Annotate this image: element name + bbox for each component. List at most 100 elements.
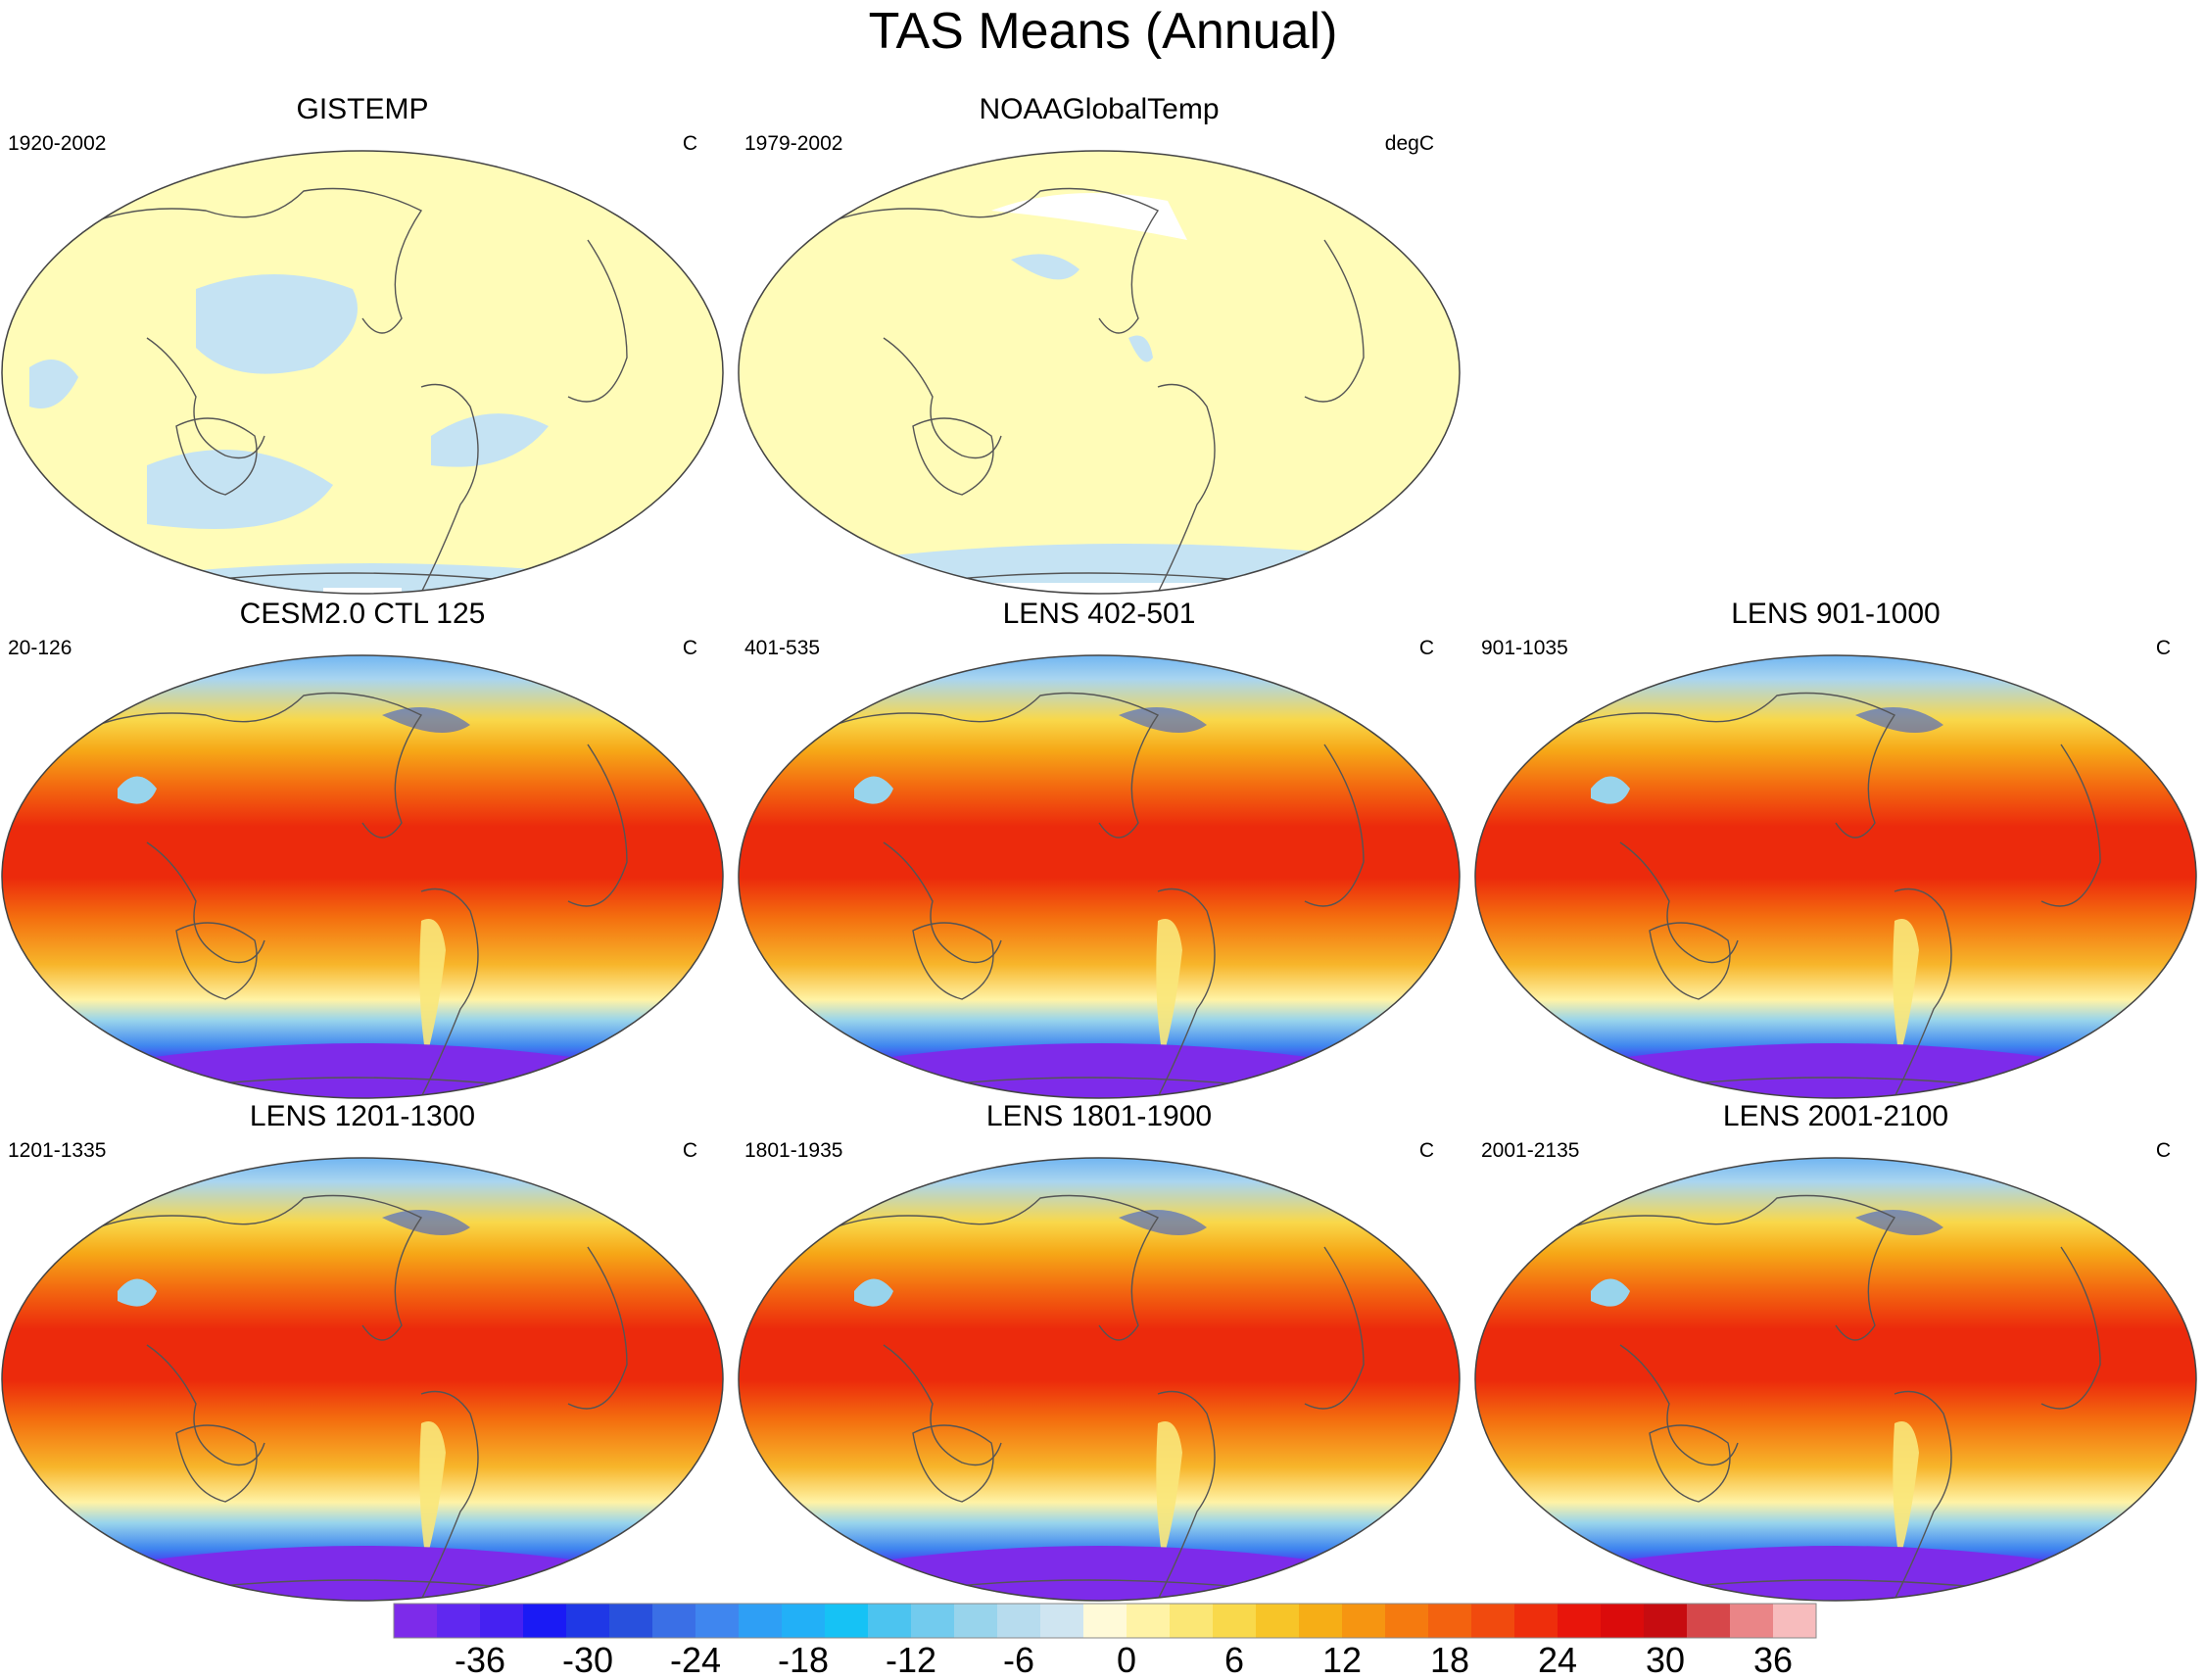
tibet-cold-patch	[854, 776, 893, 804]
period-label: 901-1035	[1481, 637, 1568, 659]
map-panel: LENS 901-1000 901-1035 C	[1473, 598, 2198, 1099]
colorbar-tick-label: -6	[1003, 1640, 1034, 1680]
period-label: 1201-1335	[8, 1139, 107, 1162]
units-label: C	[682, 637, 697, 659]
map-border	[738, 150, 1461, 595]
colorbar-tick-label: 0	[1117, 1640, 1136, 1680]
map-panel: LENS 1801-1900 1801-1935 C	[737, 1100, 1462, 1602]
colorbar-tick-label: -18	[778, 1640, 829, 1680]
robinson-map	[738, 1157, 1461, 1602]
colorbar-swatch	[652, 1604, 696, 1638]
colorbar-swatch	[739, 1604, 783, 1638]
colorbar-swatch	[954, 1604, 998, 1638]
colorbar-swatch	[1644, 1604, 1688, 1638]
map-border	[738, 654, 1461, 1099]
colorbar-swatch	[1471, 1604, 1515, 1638]
period-label: 2001-2135	[1481, 1139, 1580, 1162]
robinson-map	[1, 150, 724, 595]
period-label: 1979-2002	[744, 132, 843, 155]
colorbar-tick-label: -12	[886, 1640, 936, 1680]
colorbar-swatch	[695, 1604, 740, 1638]
colorbar-swatch	[394, 1604, 438, 1638]
colorbar-tick-label: 36	[1753, 1640, 1793, 1680]
units-label: C	[1418, 1139, 1434, 1162]
colorbar-swatch	[1385, 1604, 1429, 1638]
colorbar-swatch	[1428, 1604, 1472, 1638]
colorbar-swatch	[1256, 1604, 1300, 1638]
colorbar-tick-label: -24	[670, 1640, 721, 1680]
colorbar-swatch	[868, 1604, 912, 1638]
robinson-map	[1474, 1157, 2197, 1602]
panel-title: LENS 1801-1900	[985, 1100, 1213, 1132]
period-label: 1920-2002	[8, 132, 107, 155]
panel-title: GISTEMP	[296, 93, 429, 125]
colorbar-swatch	[782, 1604, 826, 1638]
colorbar-tick-label: -36	[455, 1640, 505, 1680]
units-label: C	[1418, 637, 1434, 659]
tibet-cold-patch	[1591, 1278, 1630, 1307]
panel-title: CESM2.0 CTL 125	[239, 598, 486, 630]
panel-title: LENS 901-1000	[1731, 598, 1941, 630]
period-label: 401-535	[744, 637, 821, 659]
colorbar-tick-label: 6	[1224, 1640, 1244, 1680]
colorbar-swatch	[1127, 1604, 1171, 1638]
colorbar-swatch	[566, 1604, 610, 1638]
colorbar-swatch	[1213, 1604, 1257, 1638]
panel-title: LENS 402-501	[1002, 598, 1196, 630]
robinson-map	[1, 654, 724, 1099]
period-label: 1801-1935	[744, 1139, 843, 1162]
units-label: C	[2155, 637, 2171, 659]
panel-title: LENS 2001-2100	[1722, 1100, 1949, 1132]
colorbar-swatch	[1299, 1604, 1343, 1638]
colorbar-swatch	[1730, 1604, 1774, 1638]
map-border	[1, 654, 724, 1099]
map-border	[738, 1157, 1461, 1602]
tibet-cold-patch	[118, 1278, 157, 1307]
colorbar-swatch	[1040, 1604, 1084, 1638]
period-label: 20-126	[8, 637, 72, 659]
map-panel: GISTEMP 1920-2002 C	[0, 93, 725, 595]
colorbar-swatch	[1083, 1604, 1127, 1638]
tibet-cold-patch	[1591, 776, 1630, 804]
colorbar-swatch	[1342, 1604, 1386, 1638]
map-border	[1474, 654, 2197, 1099]
coastlines	[58, 187, 628, 594]
colorbar-swatch	[523, 1604, 567, 1638]
colorbar-swatch	[1170, 1604, 1214, 1638]
colorbar-swatch	[1601, 1604, 1645, 1638]
map-border	[1, 150, 724, 595]
colorbar-tick-label: 18	[1430, 1640, 1469, 1680]
colorbar-swatch	[997, 1604, 1041, 1638]
map-border	[1, 1157, 724, 1602]
tibet-cold-patch	[854, 1278, 893, 1307]
colorbar-tick-label: -30	[562, 1640, 613, 1680]
colorbar-tick-label: 30	[1646, 1640, 1685, 1680]
units-label: degC	[1384, 132, 1434, 155]
colorbar-swatch	[825, 1604, 869, 1638]
colorbar-swatch	[1773, 1604, 1817, 1638]
panel-title: NOAAGlobalTemp	[979, 93, 1220, 125]
units-label: C	[2155, 1139, 2171, 1162]
colorbar-swatch	[609, 1604, 653, 1638]
robinson-map	[1, 1157, 724, 1602]
map-panel: LENS 402-501 401-535 C	[737, 598, 1462, 1099]
colorbar-swatch	[1514, 1604, 1559, 1638]
panel-title: LENS 1201-1300	[249, 1100, 476, 1132]
robinson-map	[1474, 654, 2197, 1099]
map-panel: CESM2.0 CTL 125 20-126 C	[0, 598, 725, 1099]
map-border	[1474, 1157, 2197, 1602]
map-panel: LENS 1201-1300 1201-1335 C	[0, 1100, 725, 1602]
colorbar-tick-label: 24	[1538, 1640, 1577, 1680]
colorbar-swatch	[1687, 1604, 1731, 1638]
colorbar-swatch	[911, 1604, 955, 1638]
colorbar-tick-label: 12	[1322, 1640, 1362, 1680]
units-label: C	[682, 132, 697, 155]
colorbar-swatch	[437, 1604, 481, 1638]
colorbar-swatch	[1558, 1604, 1602, 1638]
figure-title: TAS Means (Annual)	[868, 3, 1338, 60]
units-label: C	[682, 1139, 697, 1162]
tibet-cold-patch	[118, 776, 157, 804]
robinson-map	[738, 150, 1461, 595]
map-panel: LENS 2001-2100 2001-2135 C	[1473, 1100, 2198, 1602]
